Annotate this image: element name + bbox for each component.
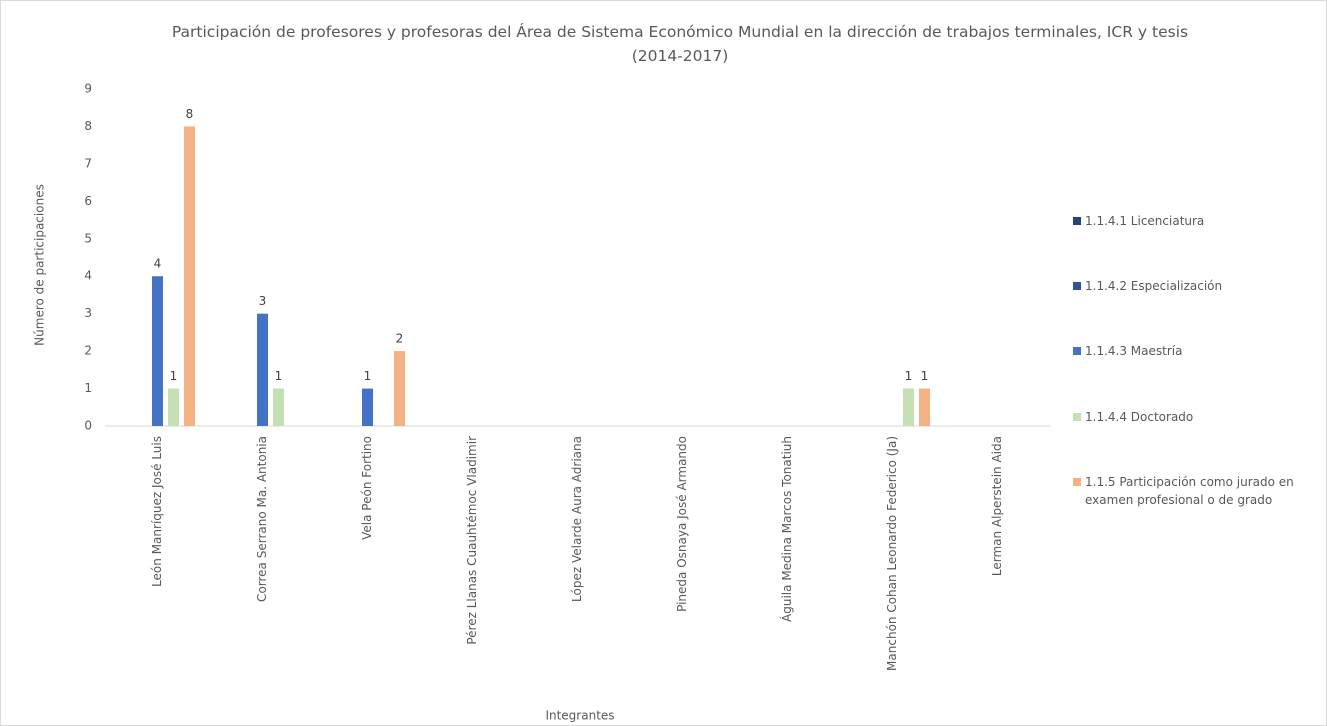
y-tick-label: 5	[84, 231, 92, 245]
x-tick-label: Vela Peón Fortino	[360, 436, 374, 540]
data-label: 1	[364, 369, 372, 383]
data-label: 2	[396, 332, 404, 346]
bar	[362, 388, 373, 426]
x-tick-label: Pineda Osnaya José Armando	[675, 436, 689, 612]
data-label: 8	[186, 107, 194, 121]
bar	[152, 276, 163, 426]
data-label: 1	[921, 369, 929, 383]
chart-title: Participación de profesores y profesoras…	[171, 23, 1189, 65]
y-tick-label: 9	[84, 82, 92, 96]
y-tick-label: 4	[84, 269, 92, 283]
y-tick-label: 7	[84, 156, 92, 170]
legend-label: 1.1.4.3 Maestría	[1085, 344, 1183, 358]
y-tick-label: 2	[84, 344, 92, 358]
x-tick-label: Pérez Llanas Cuauhtémoc Vladimir	[465, 436, 479, 645]
x-tick-label: León Manríquez José Luis	[150, 436, 164, 587]
x-tick-label: Manchón Cohan Leonardo Federico (Ja)	[885, 436, 899, 671]
y-tick-label: 1	[84, 381, 92, 395]
bar	[168, 388, 179, 426]
bar	[903, 388, 914, 426]
legend-label: 1.1.5 Participación como jurado en exame…	[1085, 475, 1294, 507]
bar	[394, 351, 405, 426]
y-tick-label: 6	[84, 194, 92, 208]
data-label: 3	[259, 294, 267, 308]
bar	[919, 388, 930, 426]
data-label: 1	[905, 369, 913, 383]
legend-swatch	[1073, 478, 1081, 486]
y-tick-label: 8	[84, 119, 92, 133]
legend-swatch	[1073, 347, 1081, 355]
data-label: 4	[154, 257, 162, 271]
bar	[257, 313, 268, 426]
y-axis-label: Número de participaciones	[33, 184, 47, 346]
legend-swatch	[1073, 413, 1081, 421]
x-tick-label: Águila Medina Marcos Tonatiuh	[779, 436, 794, 622]
x-tick-label: López Velarde Aura Adriana	[570, 436, 584, 602]
data-label: 1	[275, 369, 283, 383]
legend-swatch	[1073, 282, 1081, 290]
x-tick-label: Lerman Alperstein Aida	[990, 436, 1004, 576]
y-tick-label: 0	[84, 419, 92, 433]
x-axis-label: Integrantes	[545, 709, 614, 723]
y-tick-label: 3	[84, 306, 92, 320]
x-tick-label: Correa Serrano Ma. Antonia	[255, 436, 269, 602]
legend-swatch	[1073, 217, 1081, 225]
legend-label: 1.1.4.2 Especialización	[1085, 279, 1223, 293]
data-label: 1	[170, 369, 178, 383]
legend-label: 1.1.4.4 Doctorado	[1085, 410, 1194, 424]
bar	[184, 126, 195, 426]
bar	[273, 388, 284, 426]
legend-label: 1.1.4.1 Licenciatura	[1085, 214, 1205, 228]
